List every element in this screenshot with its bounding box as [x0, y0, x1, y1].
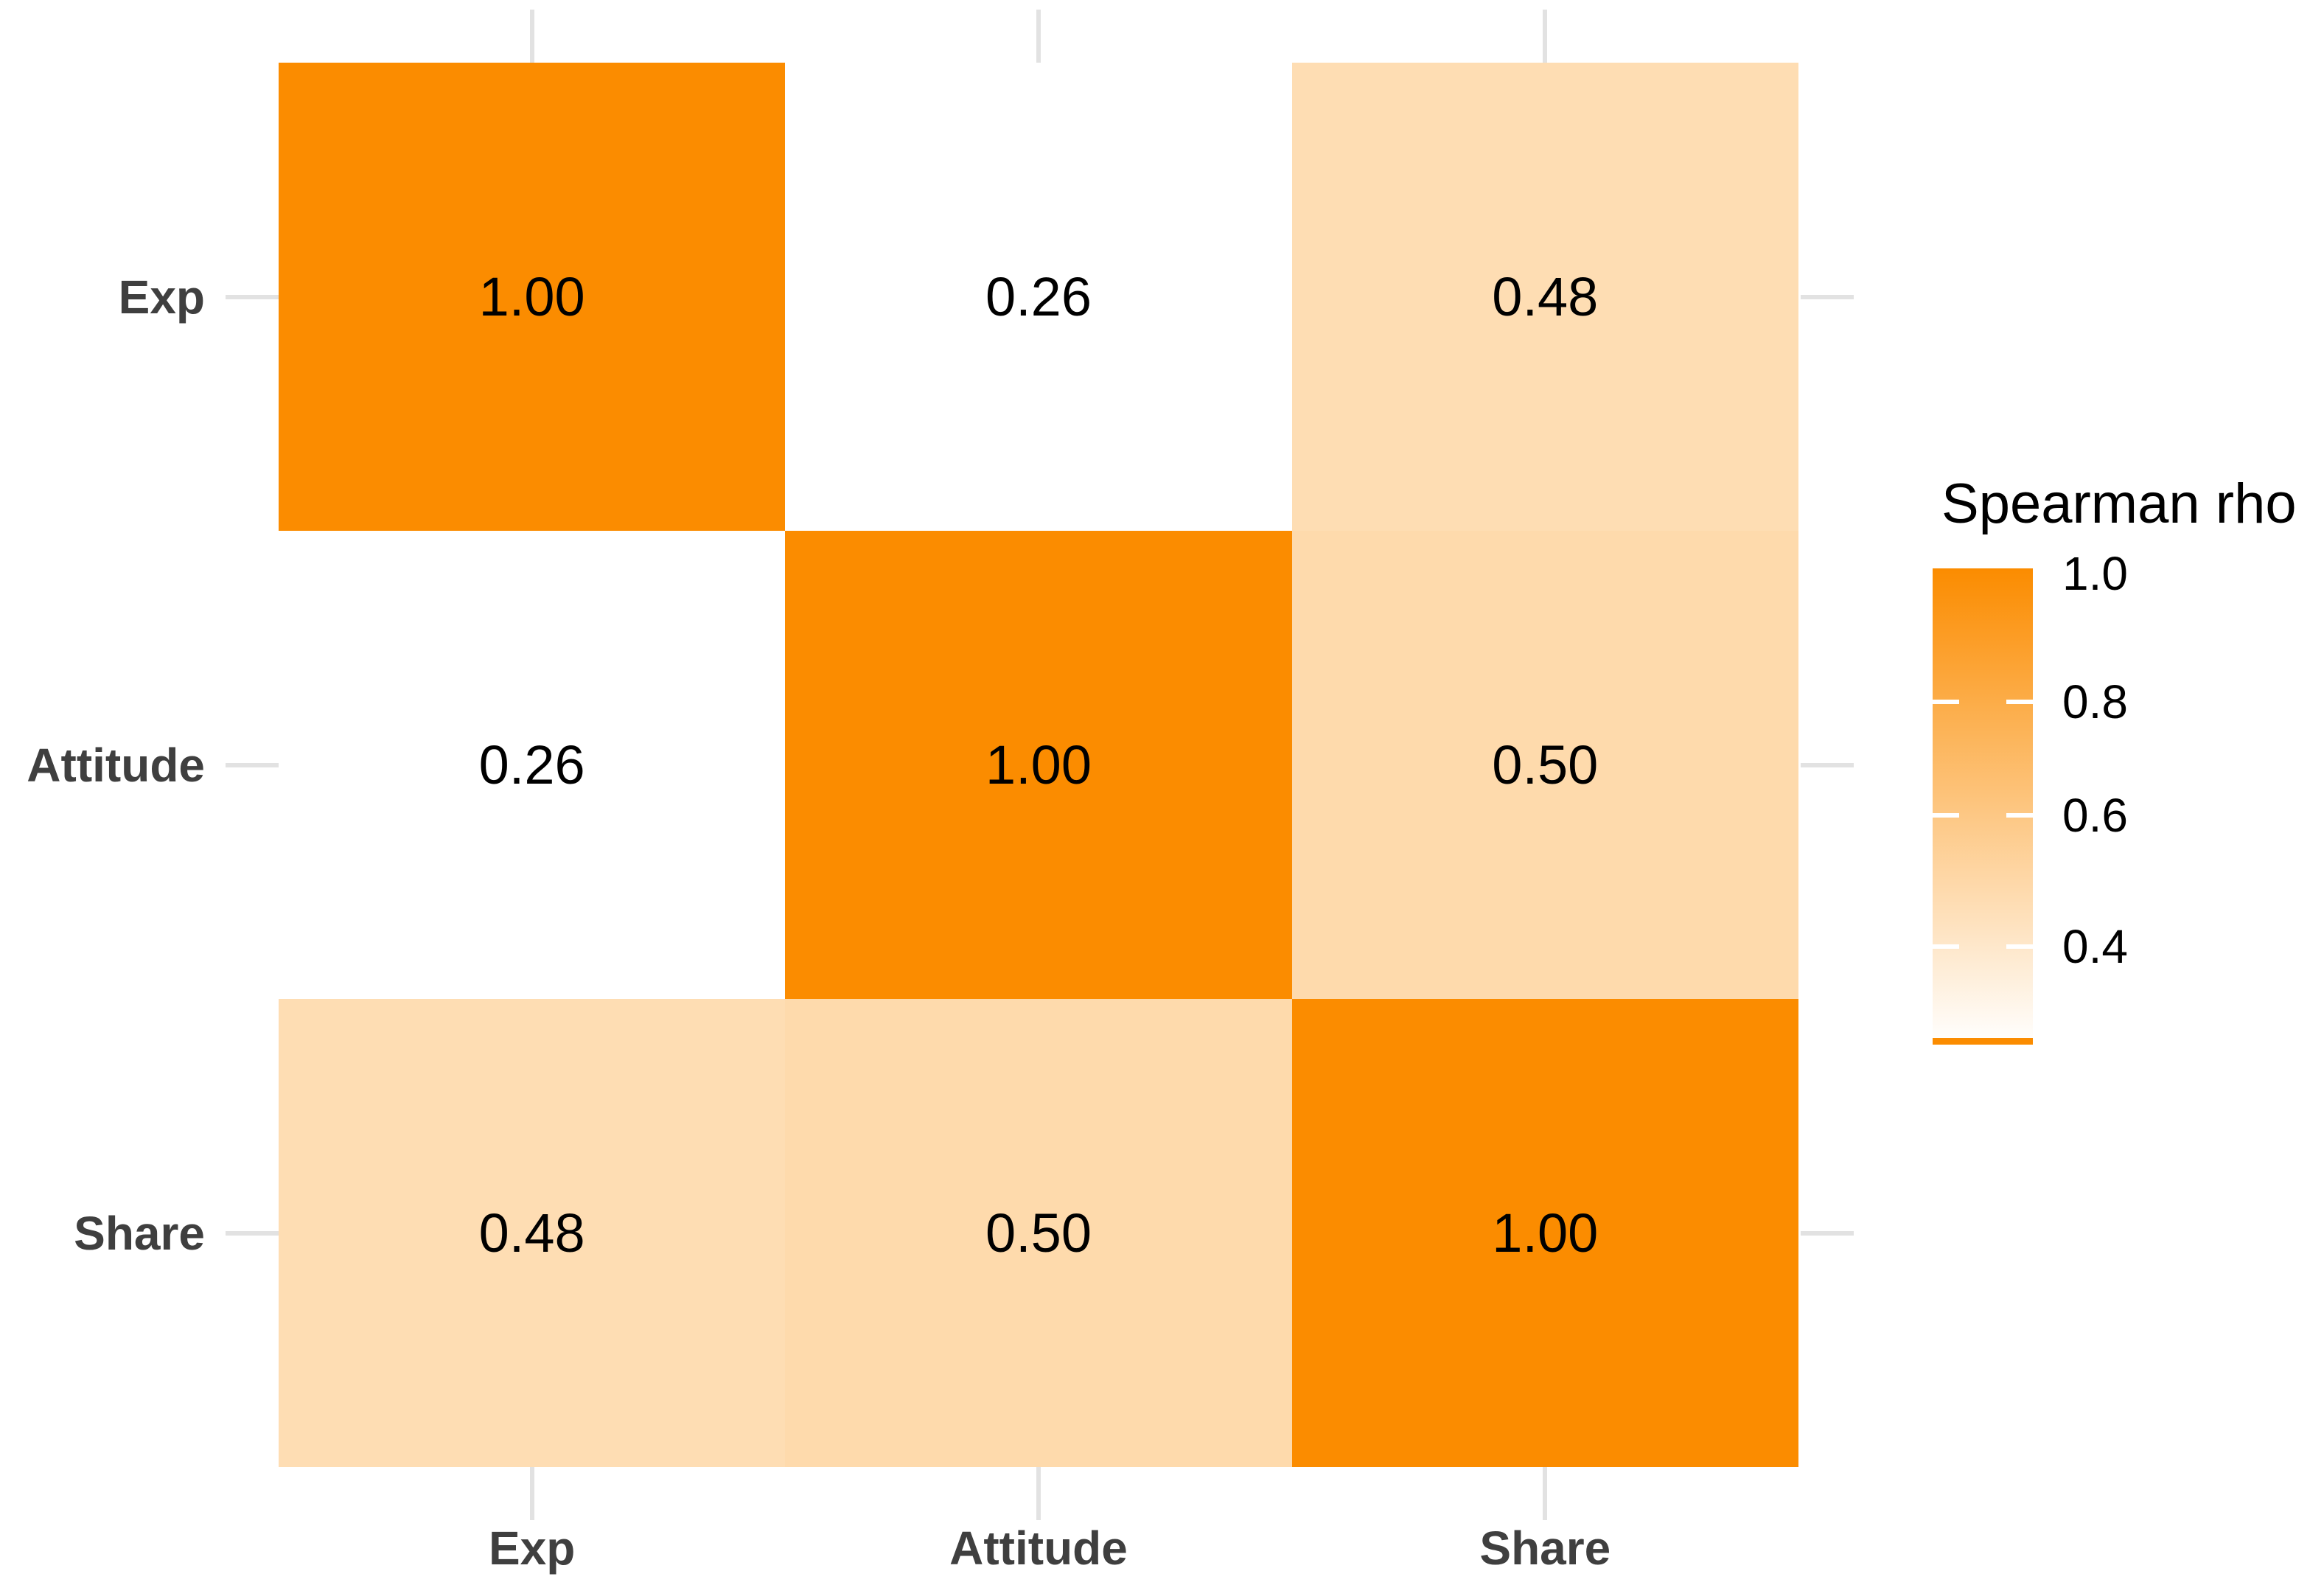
heatmap-cell-Share-Attitude: 0.50	[785, 999, 1292, 1467]
heatmap-cell-Attitude-Exp: 0.26	[279, 531, 786, 999]
right-tick-exp	[1801, 294, 1854, 299]
left-tick-attitude	[226, 762, 279, 767]
legend-bar-tick-0.4-left	[1933, 944, 1959, 949]
y-axis-labels: Exp Attitude Share	[0, 63, 205, 1467]
y-axis-label-exp: Exp	[118, 270, 205, 324]
legend-tick-label-0.8: 0.8	[2062, 675, 2128, 728]
legend-gradient-bar	[1933, 568, 2033, 1044]
legend-min-line	[1933, 1038, 2033, 1045]
heatmap-cell-Share-Exp: 0.48	[279, 999, 786, 1467]
heatmap-cell-Attitude-Share: 0.50	[1291, 531, 1798, 999]
legend-bar-tick-0.8-right	[2006, 700, 2033, 704]
heatmap-cell-Attitude-Attitude: 1.00	[785, 531, 1292, 999]
bottom-tick-exp	[529, 1467, 534, 1520]
heatmap-cell-Share-Share: 1.00	[1291, 999, 1798, 1467]
right-tick-share	[1801, 1230, 1854, 1236]
legend-tick-label-0.6: 0.6	[2062, 789, 2128, 842]
y-axis-label-share: Share	[74, 1206, 205, 1260]
x-axis-labels: Exp Attitude Share	[279, 1491, 1798, 1585]
legend-bar-tick-0.8-left	[1933, 700, 1959, 704]
legend-title: Spearman rho	[1941, 473, 2297, 535]
bottom-tick-attitude	[1036, 1467, 1041, 1520]
x-axis-label-exp: Exp	[488, 1522, 576, 1575]
x-axis-label-attitude: Attitude	[949, 1522, 1128, 1575]
top-tick-attitude	[1036, 10, 1041, 63]
heatmap-cell-Exp-Share: 0.48	[1291, 63, 1798, 531]
right-tick-attitude	[1801, 762, 1854, 767]
legend-bar-tick-0.6-left	[1933, 813, 1959, 818]
x-axis-label-share: Share	[1479, 1522, 1611, 1575]
bottom-tick-share	[1543, 1467, 1548, 1520]
top-tick-exp	[529, 10, 534, 63]
legend-bar-tick-0.6-right	[2006, 813, 2033, 818]
heatmap-grid: 1.00 0.26 0.48 0.26 1.00 0.50 0.48 0.50 1.00	[279, 63, 1798, 1467]
top-tick-share	[1543, 10, 1548, 63]
heatmap-cell-Exp-Attitude: 0.26	[785, 63, 1292, 531]
left-tick-share	[226, 1230, 279, 1236]
heatmap-cell-Exp-Exp: 1.00	[279, 63, 786, 531]
y-axis-label-attitude: Attitude	[27, 738, 205, 792]
legend-bar-tick-0.4-right	[2006, 944, 2033, 949]
legend-tick-label-0.4: 0.4	[2062, 920, 2128, 973]
legend-tick-label-1.0: 1.0	[2062, 547, 2128, 600]
left-tick-exp	[226, 294, 279, 299]
